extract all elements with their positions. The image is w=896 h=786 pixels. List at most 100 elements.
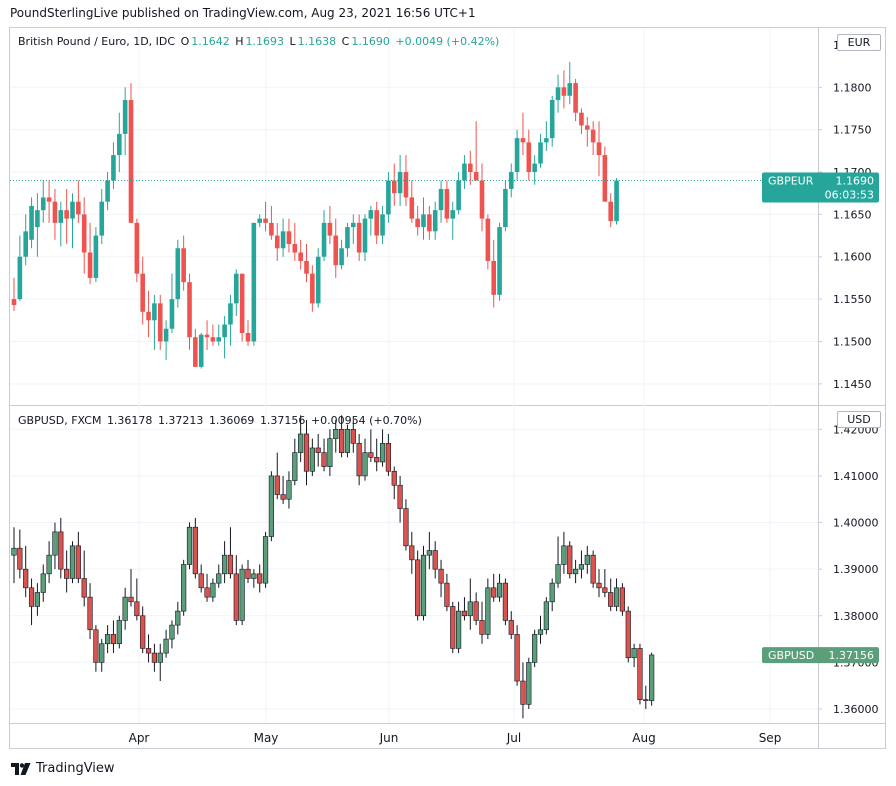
price-axis-label: 1.1600 <box>833 251 872 264</box>
candle <box>140 273 145 312</box>
tradingview-logo-icon <box>11 762 31 775</box>
candle <box>310 273 315 304</box>
candle <box>234 273 239 304</box>
candle <box>28 587 35 607</box>
candle <box>549 100 555 139</box>
candle <box>286 480 292 500</box>
candle <box>198 573 204 589</box>
candle <box>257 218 262 223</box>
candle <box>450 606 456 649</box>
candle <box>379 442 386 463</box>
legend-symbol: British Pound / Euro, 1D, IDC <box>18 35 176 48</box>
candle <box>561 545 567 565</box>
candle <box>543 601 549 631</box>
candle <box>262 536 269 584</box>
candle <box>555 564 561 584</box>
price-axis-label: 1.1550 <box>833 293 872 306</box>
candle <box>122 100 128 134</box>
candle <box>514 138 520 173</box>
legend-low: 1.36069 <box>208 414 255 427</box>
candle <box>263 218 268 223</box>
price-axis-label: 1.36000 <box>833 703 879 716</box>
candle <box>181 248 186 283</box>
candle <box>391 180 397 194</box>
candle <box>397 484 403 509</box>
candle <box>333 429 339 439</box>
candle <box>52 201 58 223</box>
candle <box>175 610 181 626</box>
legend-close: 1.1690 <box>351 35 390 48</box>
candle <box>631 648 637 659</box>
candle <box>491 587 497 598</box>
candle <box>385 442 392 472</box>
candle <box>467 601 473 617</box>
bar-countdown: 06:03:53 <box>825 188 874 201</box>
candle <box>105 634 111 645</box>
candle <box>163 328 169 342</box>
candle <box>338 429 345 453</box>
candle <box>58 531 64 570</box>
candle <box>356 222 362 253</box>
candle <box>268 475 275 537</box>
brand[interactable]: TradingView <box>11 761 115 776</box>
candle <box>468 163 473 173</box>
candle <box>456 180 461 211</box>
candle <box>450 210 456 219</box>
candle <box>140 615 146 649</box>
candle <box>520 680 526 705</box>
candle <box>245 332 251 342</box>
candle <box>210 337 216 342</box>
legend-low-label: L <box>289 35 296 48</box>
candle <box>496 582 503 598</box>
candle <box>403 508 409 547</box>
legend-close-label: C <box>341 35 350 48</box>
candle <box>327 438 333 467</box>
price-axis-label: 1.1500 <box>833 335 872 348</box>
candle <box>193 337 198 367</box>
candle <box>544 138 549 143</box>
candle <box>52 531 58 556</box>
price-axis-label: 1.1750 <box>833 124 872 137</box>
candle <box>479 180 485 219</box>
currency-badge-usd[interactable]: USD <box>837 411 881 428</box>
candle <box>374 210 379 236</box>
price-axis-label: 1.38000 <box>833 610 879 623</box>
candle <box>368 210 374 219</box>
candle <box>29 205 34 240</box>
candle <box>40 197 46 211</box>
candle <box>280 231 286 249</box>
candle <box>40 573 46 593</box>
candle <box>46 554 52 575</box>
candle <box>23 231 28 257</box>
candle <box>151 652 158 663</box>
candle <box>497 227 502 295</box>
candle <box>578 564 585 570</box>
brand-name: TradingView <box>36 761 115 776</box>
candle <box>87 596 93 631</box>
candle <box>228 303 233 325</box>
candle <box>76 201 81 215</box>
legend-close: 1.37156 <box>259 414 306 427</box>
candle <box>526 662 532 705</box>
currency-badge-eur[interactable]: EUR <box>837 34 881 51</box>
candle <box>572 568 579 575</box>
candle <box>444 582 450 607</box>
legend-open: 1.36178 <box>106 414 153 427</box>
price-label-box <box>762 172 879 203</box>
candle <box>397 172 403 194</box>
candle <box>321 452 327 467</box>
candle <box>198 334 204 367</box>
candle <box>117 133 122 156</box>
candle <box>584 554 590 565</box>
candle <box>514 634 520 682</box>
candle <box>157 652 163 663</box>
candle <box>649 654 655 701</box>
candle <box>81 578 87 598</box>
legend-change: +0.0049 (+0.42%) <box>395 35 500 48</box>
candle <box>204 587 210 598</box>
candle <box>257 573 263 584</box>
candle <box>163 638 169 654</box>
candle <box>432 210 438 232</box>
